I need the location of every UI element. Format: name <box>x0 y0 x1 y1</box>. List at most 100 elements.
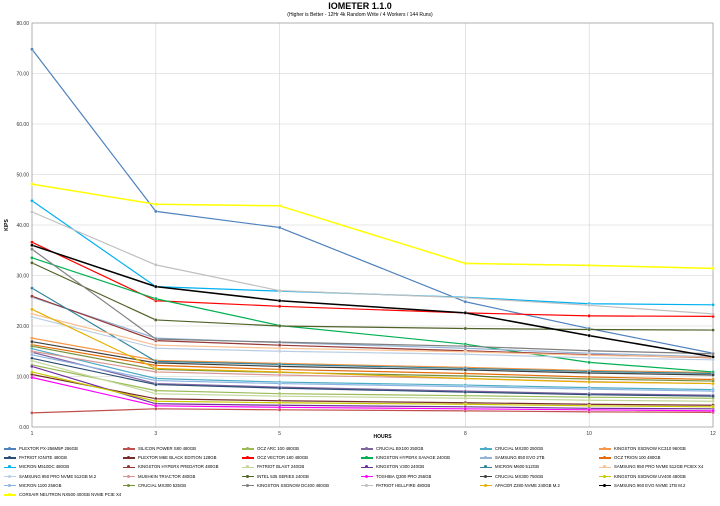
legend-item: SAMSUNG 950 PRO NVME 512GB PCIEX X4 <box>599 464 703 470</box>
data-point <box>154 343 158 347</box>
legend-label: KINGSTON HYPERX SAVAGE 240GB <box>376 455 451 461</box>
data-point <box>277 324 282 328</box>
y-tick-label: 70.00 <box>16 71 29 77</box>
legend-item: PATRIOT BLAST 240GB <box>242 464 304 470</box>
data-point <box>587 377 591 381</box>
data-point <box>277 343 282 347</box>
data-point <box>587 327 591 332</box>
series-line <box>31 371 714 408</box>
data-point <box>30 349 34 353</box>
data-point <box>587 303 591 308</box>
series-line <box>31 337 714 374</box>
data-point <box>463 311 468 315</box>
legend-label: PLEXTOR PX-256M5P 256GB <box>19 446 78 451</box>
legend-label: INTEL 535 SERIES 240GB <box>257 473 309 479</box>
legend-swatch <box>4 474 16 478</box>
data-point <box>587 348 591 353</box>
data-point <box>154 366 158 371</box>
x-tick-label: 8 <box>464 431 467 437</box>
legend-swatch <box>242 465 254 469</box>
data-point <box>463 344 468 348</box>
y-tick-label: 40.00 <box>16 223 29 229</box>
data-point <box>711 394 715 398</box>
data-point <box>30 375 34 380</box>
data-point <box>277 346 282 350</box>
legend-swatch <box>361 465 373 469</box>
legend-label: MUSHKIN TRIACTOR 480GB <box>138 473 196 479</box>
legend-label: PATRIOT HELLFIRE 480GB <box>376 482 431 488</box>
legend-swatch <box>599 474 611 478</box>
series-line <box>31 376 714 412</box>
data-point <box>154 284 158 289</box>
data-point <box>711 405 715 409</box>
legend-swatch <box>480 465 492 469</box>
data-point <box>154 382 158 387</box>
y-tick-label: 20.00 <box>16 324 29 330</box>
legend-item: OCZ ARC 100 480GB <box>242 446 299 452</box>
data-point <box>30 353 34 357</box>
legend-swatch <box>242 474 254 478</box>
data-point <box>711 303 715 307</box>
legend-item: PATRIOT HELLFIRE 480GB <box>361 483 430 489</box>
data-point <box>277 304 282 309</box>
legend-item: SAMSUNG 950 PRO NVME 512GB M.2 <box>4 474 96 480</box>
x-tick-label: 1 <box>31 431 34 437</box>
series-line <box>31 357 714 397</box>
legend-swatch <box>123 474 135 478</box>
data-point <box>30 240 34 244</box>
x-tick-label: 5 <box>278 431 281 437</box>
legend-swatch <box>480 474 492 478</box>
data-point <box>154 391 158 396</box>
series-line <box>31 351 714 396</box>
data-point <box>711 409 715 413</box>
data-point <box>154 296 158 301</box>
legend-item: SAMSUNG 850 EVO 2TB <box>480 455 544 461</box>
series-line <box>31 365 714 410</box>
legend-label: SILICON POWER S80 480GB <box>138 446 197 451</box>
data-point <box>463 295 468 300</box>
legend-swatch <box>361 483 373 487</box>
data-point <box>154 346 158 350</box>
data-point <box>463 368 468 372</box>
legend-item: PLEXTOR PX-256M5P 256GB <box>4 446 78 452</box>
data-point <box>711 328 715 332</box>
legend-item: SILICON POWER S80 480GB <box>123 446 196 452</box>
series-line <box>31 183 714 270</box>
data-point <box>277 340 282 344</box>
legend-swatch <box>599 465 611 469</box>
data-point <box>587 408 591 412</box>
series-line <box>31 296 714 358</box>
y-tick-label: 80.00 <box>16 21 29 27</box>
data-point <box>30 210 34 214</box>
data-point <box>30 294 34 298</box>
data-point <box>154 202 158 207</box>
legend-swatch <box>599 483 611 487</box>
data-point <box>30 315 34 319</box>
series-line <box>31 211 714 315</box>
series-line <box>31 200 714 306</box>
legend-label: OCZ ARC 100 480GB <box>257 446 300 451</box>
legend-item: PATRIOT IGNITE 480GB <box>4 455 67 461</box>
series-line <box>31 348 714 391</box>
legend-item: CRUCIAL MX200 250GB <box>480 446 543 452</box>
data-point <box>30 243 34 247</box>
legend-item: CRUCIAL MX300 750GB <box>480 474 543 480</box>
legend-label: KINGSTON SSDNOW DC400 480GB <box>257 482 330 488</box>
data-point <box>30 286 34 290</box>
y-tick-label: 10.00 <box>16 374 29 380</box>
series-line <box>31 360 714 402</box>
legend-swatch <box>480 456 492 460</box>
legend-item: KINGSTON SSDNOW UV400 480GB <box>599 474 686 480</box>
data-point <box>711 373 715 377</box>
series-line <box>31 345 714 382</box>
legend-label: OCZ VECTOR 180 480GB <box>257 455 309 461</box>
data-point <box>711 399 715 403</box>
data-point <box>30 370 34 374</box>
data-point <box>587 387 591 391</box>
series-line <box>31 244 714 358</box>
legend-item: OCZ TRION 100 480GB <box>599 455 661 461</box>
data-point <box>30 47 34 52</box>
x-tick-label: 3 <box>154 431 157 437</box>
legend-swatch <box>599 456 611 460</box>
legend-label: SAMSUNG 950 PRO NVME 512GB PCIEX X4 <box>614 464 704 470</box>
